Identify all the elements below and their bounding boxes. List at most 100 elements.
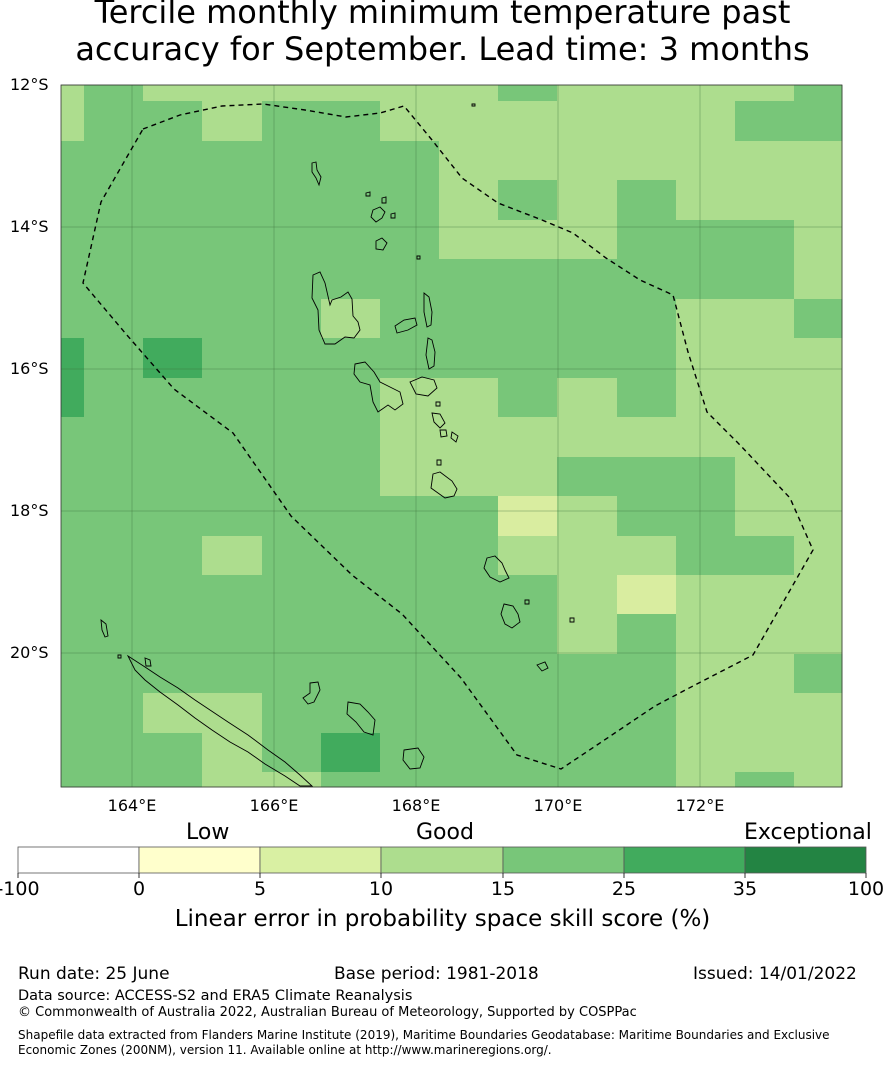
skill-cell: [84, 259, 144, 300]
copyright: © Commonwealth of Australia 2022, Austra…: [18, 1005, 637, 1020]
skill-cell: [617, 180, 677, 221]
skill-cell: [735, 259, 795, 300]
skill-cell: [380, 457, 440, 497]
skill-cell: [735, 575, 795, 615]
skill-cell: [735, 733, 795, 773]
skill-cell: [439, 101, 499, 142]
skill-cell: [498, 417, 558, 458]
skill-cell: [202, 417, 263, 458]
skill-cell: [439, 338, 499, 379]
skill-cell: [61, 772, 85, 788]
skill-cell: [262, 772, 322, 788]
island-efate: [430, 471, 458, 499]
skill-cell: [61, 141, 85, 181]
skill-cell: [498, 457, 558, 497]
skill-cell: [794, 338, 843, 379]
island-shepherd-2: [450, 431, 459, 443]
skill-cell: [61, 85, 85, 102]
island-maewo: [425, 337, 436, 370]
skill-cell: [735, 378, 795, 418]
island-nc-small-1: [117, 654, 122, 659]
island-pentecost: [423, 292, 433, 328]
skill-cell: [61, 180, 85, 221]
skill-cell: [143, 654, 203, 694]
skill-cell: [202, 259, 263, 300]
cbar-tick: -100: [0, 878, 40, 900]
skill-cell: [498, 299, 558, 339]
cbar-tick: 0: [132, 878, 146, 900]
skill-cell: [439, 259, 499, 300]
island-banks-3: [375, 237, 388, 251]
skill-cell: [202, 180, 263, 221]
lon-label-172e: 172°E: [675, 796, 725, 815]
island-erromango: [483, 555, 510, 583]
skill-cell: [794, 693, 843, 734]
skill-cell: [321, 85, 381, 102]
island-banks-5: [381, 196, 387, 204]
skill-cell: [557, 417, 618, 458]
skill-cell: [61, 654, 85, 694]
skill-cell: [676, 654, 736, 694]
skill-cell: [557, 378, 618, 418]
skill-cell: [794, 101, 843, 142]
skill-cell: [557, 338, 618, 379]
island-shepherd-3: [436, 459, 442, 466]
skill-cell: [143, 772, 203, 788]
eez-boundary: [82, 103, 814, 770]
skill-cell: [498, 536, 558, 576]
skill-cell: [617, 575, 677, 615]
skill-cell: [557, 693, 618, 734]
skill-cell: [617, 496, 677, 537]
island-banks-4: [365, 191, 371, 197]
skill-cell: [202, 378, 263, 418]
skill-cell: [321, 772, 381, 788]
island-loyalty-mare: [402, 747, 425, 770]
skill-cell: [321, 575, 381, 615]
skill-cell: [143, 299, 203, 339]
skill-cell: [262, 614, 322, 655]
skill-cell: [735, 220, 795, 260]
colorbar-label: Linear error in probability space skill …: [174, 906, 711, 932]
skill-cell: [380, 338, 440, 379]
island-shepherd-1: [439, 429, 448, 438]
skill-cell: [143, 180, 203, 221]
skill-cell: [735, 141, 795, 181]
skill-cell: [84, 733, 144, 773]
skill-cell: [321, 614, 381, 655]
skill-cell: [735, 772, 795, 788]
colorbar-bin: [17, 846, 140, 874]
skill-cell: [61, 220, 85, 260]
skill-cell: [439, 180, 499, 221]
skill-cell: [321, 733, 381, 773]
skill-cell: [84, 772, 144, 788]
skill-cell: [557, 654, 618, 694]
skill-cell: [794, 299, 843, 339]
skill-cell: [735, 85, 795, 102]
skill-cell: [498, 693, 558, 734]
skill-cell: [557, 220, 618, 260]
base-period: Base period: 1981-2018: [334, 964, 539, 984]
skill-cell: [202, 338, 263, 379]
skill-cell: [143, 417, 203, 458]
skill-cell: [439, 772, 499, 788]
skill-cell: [439, 299, 499, 339]
skill-cell: [202, 733, 263, 773]
skill-cell: [321, 693, 381, 734]
island-banks-6: [390, 212, 396, 219]
lon-label-166e: 166°E: [249, 796, 299, 815]
lon-label-164e: 164°E: [107, 796, 157, 815]
skill-cell: [321, 220, 381, 260]
cbar-tick: 25: [611, 878, 637, 900]
island-small-2: [471, 103, 476, 107]
skill-cell: [557, 299, 618, 339]
skill-cell: [143, 457, 203, 497]
skill-cell: [557, 614, 618, 655]
island-small-1: [416, 255, 421, 260]
skill-cell: [498, 614, 558, 655]
skill-cell: [143, 259, 203, 300]
category-good: Good: [416, 820, 474, 845]
colorbar-bin: [623, 846, 746, 874]
issued-date: Issued: 14/01/2022: [693, 964, 857, 984]
island-torres-banks-1: [311, 161, 322, 187]
